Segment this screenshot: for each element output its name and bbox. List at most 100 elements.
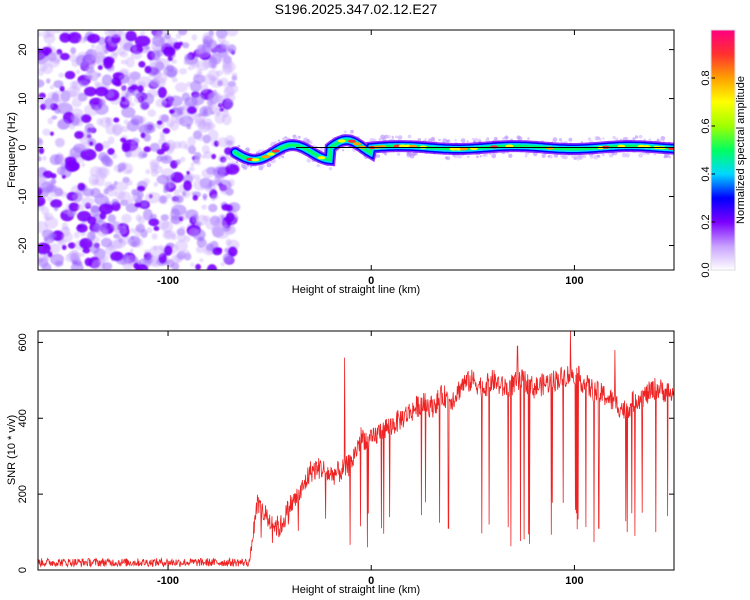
noise-blob bbox=[97, 65, 103, 70]
noise-blob bbox=[39, 61, 48, 72]
noise-blob bbox=[113, 117, 120, 123]
noise-blob bbox=[130, 227, 136, 234]
noise-blob bbox=[191, 191, 196, 196]
noise-blob bbox=[143, 146, 152, 153]
noise-blob bbox=[164, 32, 171, 40]
signal-scatter bbox=[559, 138, 562, 142]
noise-blob bbox=[178, 115, 194, 127]
noise-blob bbox=[151, 35, 165, 47]
noise-blob bbox=[43, 49, 50, 57]
noise-blob bbox=[144, 65, 152, 74]
noise-blob bbox=[188, 145, 196, 155]
noise-blob bbox=[171, 233, 177, 241]
noise-blob bbox=[38, 147, 45, 155]
noise-blob bbox=[206, 243, 214, 252]
noise-blob bbox=[148, 218, 160, 227]
noise-blob bbox=[81, 197, 95, 207]
noise-blob bbox=[38, 156, 42, 162]
noise-blob bbox=[143, 178, 150, 186]
noise-blob bbox=[38, 79, 45, 88]
noise-blob bbox=[179, 210, 190, 221]
noise-blob bbox=[95, 220, 107, 229]
noise-blob bbox=[193, 178, 207, 191]
noise-blob bbox=[48, 52, 63, 63]
signal-scatter bbox=[668, 156, 672, 159]
noise-blob bbox=[38, 254, 48, 266]
noise-blob bbox=[110, 239, 123, 250]
noise-blob bbox=[135, 223, 145, 233]
noise-blob bbox=[168, 95, 183, 107]
noise-blob bbox=[79, 37, 87, 44]
noise-blob bbox=[169, 109, 175, 114]
noise-blob bbox=[173, 41, 182, 50]
noise-blob bbox=[190, 262, 195, 267]
signal-scatter bbox=[599, 137, 602, 141]
noise-blob bbox=[111, 77, 121, 86]
noise-blob bbox=[46, 184, 57, 193]
noise-blob bbox=[91, 178, 99, 185]
noise-blob bbox=[75, 54, 90, 67]
noise-blob bbox=[220, 262, 225, 267]
noise-blob bbox=[112, 123, 123, 135]
noise-blob bbox=[191, 93, 205, 106]
noise-blob bbox=[57, 154, 66, 164]
signal-scatter bbox=[476, 155, 479, 159]
colorbar-label: Normalized spectral amplitude bbox=[735, 76, 747, 224]
noise-blob bbox=[167, 180, 175, 189]
noise-blob bbox=[49, 131, 54, 136]
noise-blob bbox=[165, 193, 173, 199]
signal-scatter bbox=[391, 135, 394, 138]
noise-blob bbox=[149, 159, 160, 167]
noise-blob bbox=[208, 203, 218, 213]
noise-blob bbox=[219, 51, 230, 60]
signal-peak bbox=[271, 149, 280, 153]
noise-blob bbox=[131, 140, 137, 145]
noise-blob bbox=[175, 240, 188, 252]
noise-blob bbox=[143, 256, 153, 264]
noise-blob bbox=[148, 72, 154, 78]
noise-blob bbox=[192, 229, 206, 241]
noise-blob bbox=[151, 233, 158, 240]
signal-scatter bbox=[396, 152, 401, 156]
noise-blob bbox=[104, 30, 117, 38]
noise-blob bbox=[70, 47, 77, 55]
noise-blob bbox=[73, 231, 80, 239]
noise-blob bbox=[62, 208, 70, 214]
noise-blob bbox=[183, 60, 188, 65]
signal-scatter bbox=[494, 136, 498, 141]
signal-scatter bbox=[479, 155, 482, 158]
noise-blob bbox=[130, 115, 144, 126]
snr-x-tick-label: 100 bbox=[565, 575, 583, 587]
noise-blob bbox=[157, 86, 167, 99]
noise-blob bbox=[98, 203, 114, 215]
noise-blob bbox=[112, 153, 118, 160]
signal-scatter bbox=[621, 152, 627, 158]
signal-scatter bbox=[319, 147, 324, 152]
noise-blob bbox=[129, 102, 135, 107]
signal-scatter bbox=[397, 135, 402, 140]
snr-y-tick-label: 0 bbox=[17, 567, 29, 573]
noise-blob bbox=[142, 153, 147, 158]
noise-blob bbox=[132, 46, 137, 52]
noise-blob bbox=[67, 250, 81, 261]
noise-blob bbox=[95, 166, 110, 178]
signal-peak bbox=[459, 147, 468, 151]
signal-scatter bbox=[587, 137, 592, 141]
noise-blob bbox=[51, 92, 60, 103]
noise-blob bbox=[194, 118, 205, 127]
noise-blob bbox=[149, 245, 165, 258]
signal-scatter bbox=[634, 135, 639, 139]
signal-peak bbox=[347, 139, 356, 143]
noise-blob bbox=[99, 97, 105, 103]
noise-blob bbox=[192, 62, 200, 69]
noise-blob bbox=[146, 227, 153, 234]
noise-blob bbox=[182, 42, 190, 49]
noise-blob bbox=[186, 81, 192, 87]
colorbar-tick-label: 0.6 bbox=[700, 118, 712, 133]
noise-blob bbox=[179, 156, 186, 163]
signal-scatter bbox=[266, 162, 272, 168]
signal-scatter bbox=[580, 141, 584, 144]
noise-blob bbox=[101, 155, 112, 167]
noise-blob bbox=[207, 129, 219, 142]
signal-scatter bbox=[491, 153, 497, 159]
